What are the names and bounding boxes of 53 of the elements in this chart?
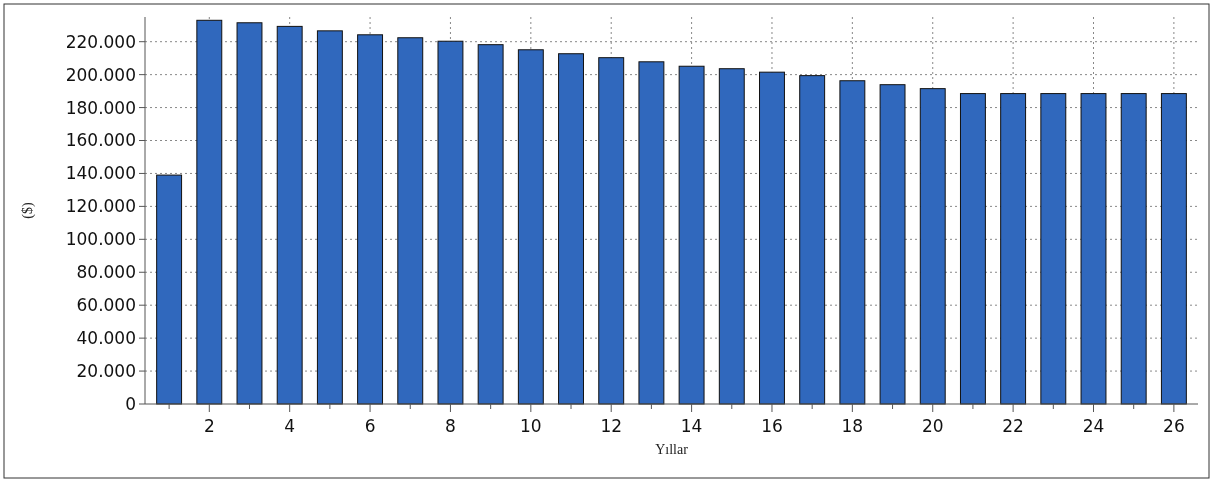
bar [196, 19, 223, 405]
x-tick-label: 14 [680, 416, 703, 436]
y-tick-label: 180.000 [65, 97, 136, 118]
y-tick-label: 80.000 [76, 262, 136, 283]
bar [638, 61, 665, 405]
bar [1040, 93, 1067, 405]
y-tick-label: 160.000 [65, 130, 136, 151]
bar [879, 84, 906, 405]
bar [1000, 93, 1027, 405]
y-tick-label: 100.000 [65, 229, 136, 250]
y-tick-label: 200.000 [65, 64, 136, 85]
y-axis-title: ($) [20, 202, 36, 219]
x-tick-label: 6 [364, 416, 376, 436]
bar [558, 53, 584, 405]
bar [839, 80, 866, 405]
bar [477, 44, 504, 405]
bar [316, 30, 343, 405]
x-tick-label: 18 [841, 416, 864, 436]
bar [156, 174, 183, 405]
bar [718, 68, 745, 405]
bar [799, 75, 826, 405]
bar [1160, 93, 1187, 405]
y-tick-label: 140.000 [65, 163, 136, 184]
bar [276, 25, 303, 405]
y-tick-label: 20.000 [76, 361, 136, 382]
x-tick-label: 2 [203, 416, 215, 436]
y-tick-label: 60.000 [76, 295, 136, 316]
x-tick-label: 10 [520, 416, 542, 436]
bar [517, 49, 544, 405]
bar [357, 34, 384, 405]
x-tick-label: 20 [921, 416, 944, 436]
bar [236, 22, 263, 405]
x-tick-label: 4 [284, 416, 296, 436]
bar [959, 93, 986, 405]
y-tick-label: 220.000 [65, 31, 136, 52]
x-tick-label: 22 [1002, 416, 1024, 436]
bar [759, 71, 785, 405]
bar [919, 88, 946, 405]
bar [1120, 93, 1147, 405]
y-tick-label: 120.000 [65, 196, 136, 217]
bar [598, 57, 625, 405]
y-tick-label: 0 [125, 393, 136, 414]
x-axis-title: Yıllar [655, 442, 689, 457]
bar [1080, 93, 1107, 405]
x-tick-label: 12 [600, 416, 623, 436]
y-tick-label: 40.000 [76, 328, 136, 349]
bar [397, 37, 424, 405]
bar [678, 65, 705, 405]
x-tick-label: 8 [445, 416, 456, 436]
x-tick-label: 16 [761, 416, 783, 436]
x-tick-label: 24 [1082, 416, 1105, 436]
bar [437, 40, 464, 405]
x-tick-label: 26 [1163, 416, 1185, 436]
